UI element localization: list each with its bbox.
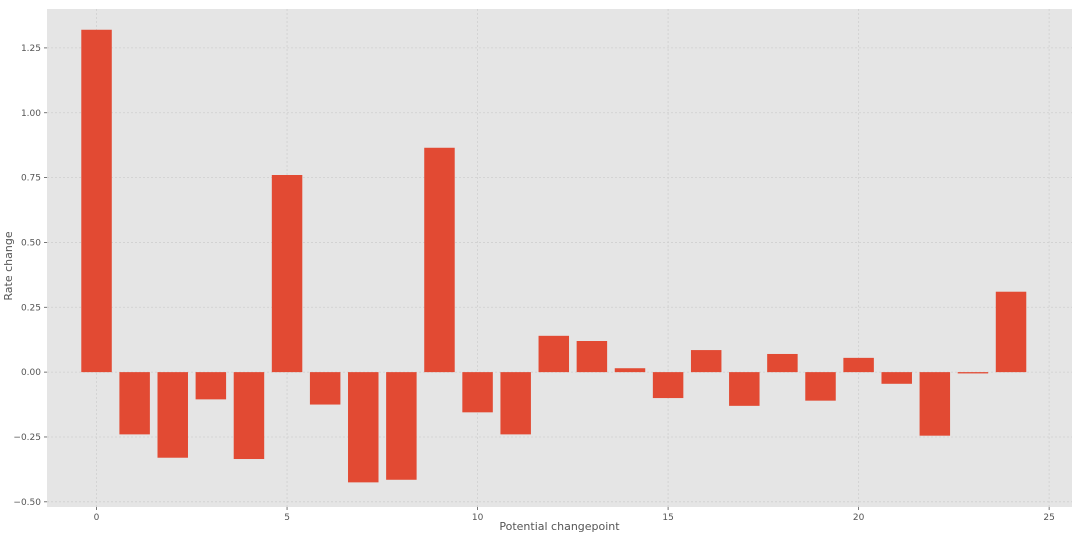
bar: [195, 372, 227, 400]
bar: [957, 372, 989, 374]
x-tick-label: 15: [662, 513, 673, 523]
bar: [843, 357, 874, 373]
bar: [119, 372, 150, 435]
y-tick-label: 0.50: [21, 238, 41, 248]
bar: [424, 147, 455, 373]
bar: [919, 372, 951, 436]
bar: [81, 29, 112, 373]
bar: [462, 372, 493, 413]
y-tick-label: 0.25: [21, 303, 41, 313]
y-tick-label: −0.25: [13, 433, 41, 443]
bar: [500, 372, 531, 435]
x-tick-label: 0: [94, 513, 100, 523]
x-tick-label: 20: [853, 513, 865, 523]
bar: [805, 372, 836, 401]
x-tick-label: 10: [472, 513, 484, 523]
bar: [690, 350, 722, 373]
y-axis-ticks: −0.50 −0.25 0.00 0.25 0.50 0.75 1.00 1.25: [13, 44, 47, 508]
bar: [614, 368, 646, 373]
bar: [881, 372, 912, 384]
y-axis-label: Rate change: [2, 231, 15, 300]
bars: [81, 29, 1027, 483]
bar: [157, 372, 188, 458]
x-axis-ticks: 0 5 10 15 20 25: [94, 507, 1055, 523]
bar: [995, 291, 1027, 373]
x-tick-label: 25: [1043, 513, 1054, 523]
x-axis-label: Potential changepoint: [499, 520, 620, 533]
y-tick-label: 1.25: [21, 44, 41, 54]
bar: [386, 372, 417, 480]
bar: [348, 372, 379, 483]
bar: [309, 372, 341, 405]
plot-area: [47, 9, 1072, 507]
y-tick-label: 0.75: [21, 174, 41, 184]
bar: [576, 341, 608, 373]
grid: [47, 9, 1072, 507]
bar: [538, 335, 570, 373]
x-tick-label: 5: [284, 513, 290, 523]
bar: [729, 372, 760, 406]
bar: [271, 175, 303, 373]
y-tick-label: 0.00: [21, 368, 41, 378]
y-tick-label: 1.00: [21, 109, 41, 119]
bar: [652, 372, 684, 399]
y-tick-label: −0.50: [13, 498, 41, 508]
bar: [767, 353, 798, 373]
bar: [233, 372, 265, 460]
